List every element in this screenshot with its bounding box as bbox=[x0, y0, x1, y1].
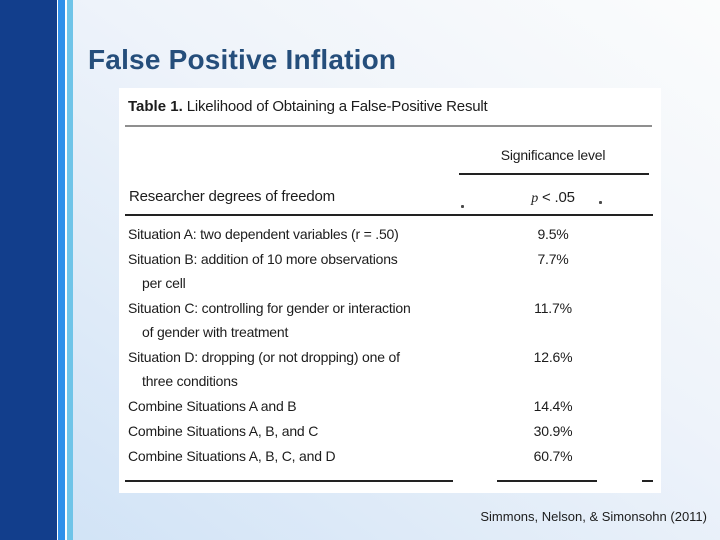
row-label: Combine Situations A, B, and C bbox=[128, 419, 454, 443]
row-value: 7.7% bbox=[537, 251, 569, 267]
table-figure: Table 1. Likelihood of Obtaining a False… bbox=[119, 88, 661, 493]
row-value: 12.6% bbox=[533, 349, 573, 365]
caption-rule bbox=[125, 125, 652, 127]
table-caption-text: Likelihood of Obtaining a False-Positive… bbox=[186, 98, 488, 115]
row-label: Situation C: controlling for gender or i… bbox=[128, 296, 454, 344]
slide-title: False Positive Inflation bbox=[88, 44, 397, 75]
figure-rows: Situation A: two dependent variables (r … bbox=[128, 222, 661, 469]
row-label-line: of gender with treatment bbox=[142, 324, 289, 340]
row-label: Combine Situations A, B, C, and D bbox=[128, 444, 454, 468]
table-row: Situation D: dropping (or not dropping) … bbox=[128, 345, 661, 393]
row-label: Combine Situations A and B bbox=[128, 394, 454, 418]
table-row: Combine Situations A, B, and C 30.9% bbox=[128, 419, 661, 443]
row-label-line: Situation A: two dependent variables (r … bbox=[128, 226, 399, 242]
accent-divider bbox=[65, 0, 67, 540]
row-label-line: Situation D: dropping (or not dropping) … bbox=[128, 349, 400, 365]
table-row: Combine Situations A and B 14.4% bbox=[128, 394, 661, 418]
row-value: 11.7% bbox=[534, 300, 572, 316]
stub-column-header: Researcher degrees of freedom bbox=[129, 188, 335, 205]
left-accent-bar bbox=[0, 0, 57, 540]
crop-artifact-dot bbox=[599, 201, 602, 204]
table-caption: Table 1. Likelihood of Obtaining a False… bbox=[128, 98, 488, 115]
header-rule bbox=[125, 214, 653, 216]
row-value: 30.9% bbox=[533, 423, 573, 439]
table-row: Combine Situations A, B, C, and D 60.7% bbox=[128, 444, 661, 468]
table-row: Situation A: two dependent variables (r … bbox=[128, 222, 661, 246]
row-value: 60.7% bbox=[533, 448, 573, 464]
sky-blue-stripe bbox=[67, 0, 73, 540]
bottom-rule-segment bbox=[125, 480, 453, 482]
accent-divider bbox=[57, 0, 58, 540]
row-label: Situation B: addition of 10 more observa… bbox=[128, 247, 454, 295]
row-label: Situation A: two dependent variables (r … bbox=[128, 222, 454, 246]
table-row: Situation B: addition of 10 more observa… bbox=[128, 247, 661, 295]
p-symbol: p bbox=[531, 191, 539, 206]
significance-column-header: p < .05 bbox=[454, 189, 652, 207]
bottom-rule-segment bbox=[642, 480, 653, 482]
row-label-line: per cell bbox=[142, 275, 186, 291]
citation: Simmons, Nelson, & Simonsohn (2011) bbox=[480, 509, 707, 524]
table-caption-label: Table 1. bbox=[128, 98, 183, 115]
row-label-line: Combine Situations A and B bbox=[128, 398, 297, 414]
crop-artifact-dot bbox=[461, 205, 464, 208]
bright-blue-stripe bbox=[58, 0, 65, 540]
row-label-line: Situation C: controlling for gender or i… bbox=[128, 300, 411, 316]
row-label-line: Combine Situations A, B, C, and D bbox=[128, 448, 336, 464]
table-row: Situation C: controlling for gender or i… bbox=[128, 296, 661, 344]
column-group-header: Significance level bbox=[500, 147, 606, 163]
row-value: 9.5% bbox=[537, 226, 569, 242]
row-label-line: three conditions bbox=[142, 373, 238, 389]
p-threshold: < .05 bbox=[538, 189, 575, 206]
bottom-rule-segment bbox=[497, 480, 597, 482]
row-label: Situation D: dropping (or not dropping) … bbox=[128, 345, 454, 393]
row-label-line: Situation B: addition of 10 more observa… bbox=[128, 251, 398, 267]
row-label-line: Combine Situations A, B, and C bbox=[128, 423, 319, 439]
column-group-underline bbox=[459, 173, 649, 175]
row-value: 14.4% bbox=[533, 398, 573, 414]
